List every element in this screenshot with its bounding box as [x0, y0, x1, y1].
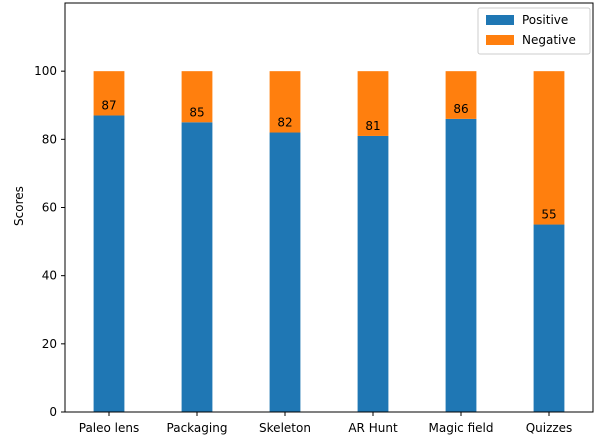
bar-positive-2 [269, 132, 301, 412]
y-tick-label-3: 60 [42, 201, 57, 215]
bar-negative-5 [533, 71, 565, 225]
x-tick-label-5: Quizzes [526, 421, 573, 435]
bar-negative-1 [181, 71, 213, 123]
bar-negative-3 [357, 71, 389, 136]
x-tick-label-1: Packaging [167, 421, 228, 435]
data-label-4: 86 [453, 102, 468, 116]
legend-swatch-negative [486, 35, 514, 45]
legend-label-negative: Negative [522, 33, 576, 47]
data-label-1: 85 [189, 105, 204, 119]
bar-positive-4 [445, 118, 477, 412]
legend: Positive Negative [477, 7, 591, 55]
data-label-5: 55 [541, 208, 556, 222]
legend-swatch-positive [486, 15, 514, 25]
bar-positive-0 [93, 115, 125, 412]
bars-layer [93, 71, 565, 413]
bar-negative-2 [269, 71, 301, 133]
y-tick-label-1: 20 [42, 337, 57, 351]
legend-label-positive: Positive [522, 13, 568, 27]
bar-positive-5 [533, 224, 565, 412]
y-tick-label-4: 80 [42, 132, 57, 146]
x-tick-label-2: Skeleton [259, 421, 311, 435]
x-tick-label-3: AR Hunt [348, 421, 398, 435]
y-tick-label-5: 100 [34, 64, 57, 78]
data-label-0: 87 [101, 98, 116, 112]
data-labels-layer: 87 85 82 81 86 55 [101, 98, 556, 221]
bar-negative-4 [445, 71, 477, 119]
y-axis-title: Scores [12, 186, 26, 226]
x-tick-label-0: Paleo lens [79, 421, 140, 435]
bar-positive-3 [357, 135, 389, 413]
y-tick-label-2: 40 [42, 269, 57, 283]
plot-frame [64, 2, 594, 413]
x-tick-label-4: Magic field [429, 421, 494, 435]
bar-positive-1 [181, 122, 213, 413]
axes-layer: 0 20 40 60 80 100 Paleo lens Packaging Skeleton A… [34, 2, 594, 435]
y-tick-label-0: 0 [49, 405, 57, 419]
data-label-2: 82 [277, 116, 292, 130]
bar-negative-0 [93, 71, 125, 116]
data-label-3: 81 [365, 119, 380, 133]
